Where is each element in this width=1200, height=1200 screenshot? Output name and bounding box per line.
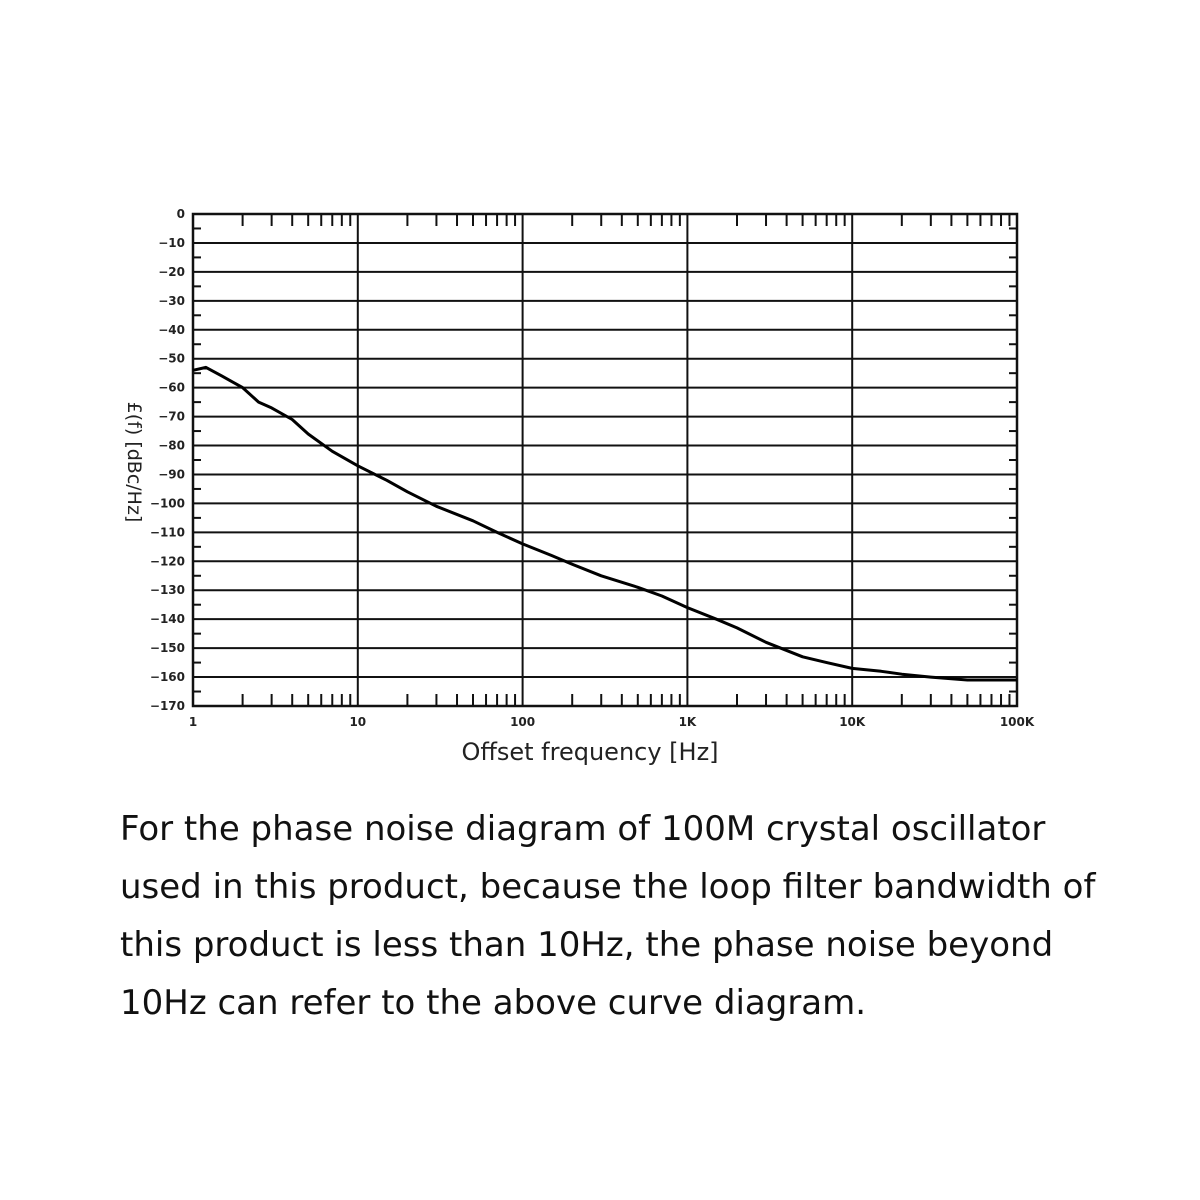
x-axis-label: Offset frequency [Hz] <box>461 738 718 766</box>
y-tick-label: −20 <box>158 265 185 279</box>
y-tick-label: −140 <box>150 612 185 626</box>
minor-tick-marks <box>193 214 1017 706</box>
y-tick-label: −160 <box>150 670 185 684</box>
x-tick-label: 1 <box>189 715 197 729</box>
caption-line: For the phase noise diagram of 100M crys… <box>120 809 1046 849</box>
caption-line: used in this product, because the loop f… <box>120 867 1096 907</box>
x-tick-label: 1K <box>679 715 697 729</box>
y-tick-label: −40 <box>158 323 185 337</box>
x-tick-label: 100K <box>1000 715 1035 729</box>
y-tick-label: −60 <box>158 381 185 395</box>
y-tick-label: −100 <box>150 496 185 510</box>
x-tick-label: 100 <box>510 715 535 729</box>
y-tick-label: −10 <box>158 236 185 250</box>
x-tick-labels: 1 10 100 1K 10K 100K <box>189 715 1035 729</box>
y-tick-label: −70 <box>158 410 185 424</box>
y-tick-label: −170 <box>150 699 185 713</box>
y-tick-label: 0 <box>177 207 185 221</box>
y-tick-label: −90 <box>158 467 185 481</box>
plot-frame <box>191 212 1019 708</box>
x-tick-label: 10K <box>839 715 866 729</box>
y-tick-label: −150 <box>150 641 185 655</box>
y-tick-label: −50 <box>158 352 185 366</box>
y-tick-label: −30 <box>158 294 185 308</box>
phase-noise-chart: 0 −10 −20 −30 −40 −50 −60 −70 −80 −90 −100 −110 −120… <box>123 207 1035 766</box>
y-tick-label: −80 <box>158 439 185 453</box>
y-tick-labels: 0 −10 −20 −30 −40 −50 −60 −70 −80 −90 −100 −110 −120… <box>150 207 185 713</box>
caption-line: this product is less than 10Hz, the phas… <box>120 925 1054 965</box>
y-axis-label: £(f) [dBc/Hz] <box>123 402 145 523</box>
phase-noise-curve <box>192 365 1017 682</box>
chart-grid <box>193 214 1017 706</box>
y-tick-label: −110 <box>150 525 185 539</box>
caption-line: 10Hz can refer to the above curve diagra… <box>120 983 867 1023</box>
y-tick-label: −120 <box>150 554 185 568</box>
x-tick-label: 10 <box>349 715 366 729</box>
caption-text: For the phase noise diagram of 100M crys… <box>120 800 1130 1032</box>
y-tick-label: −130 <box>150 583 185 597</box>
